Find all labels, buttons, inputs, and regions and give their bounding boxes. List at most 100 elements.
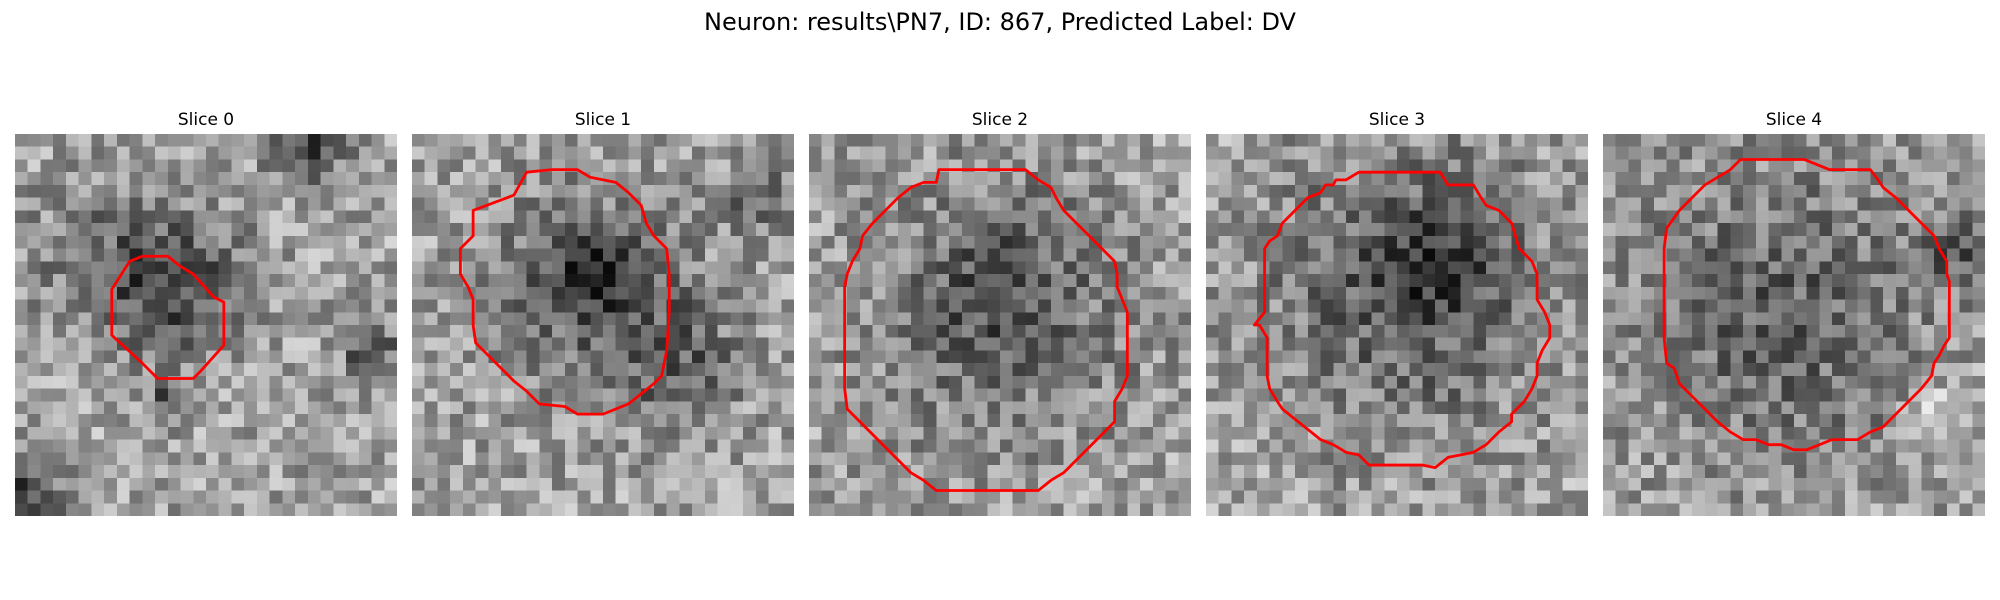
pixel	[1076, 350, 1089, 363]
pixel	[206, 236, 219, 249]
pixel	[1206, 503, 1219, 516]
pixel	[1422, 210, 1435, 223]
pixel	[1000, 312, 1013, 325]
pixel	[437, 376, 450, 389]
pixel	[1461, 478, 1474, 491]
pixel	[1628, 363, 1641, 376]
pixel	[1756, 312, 1769, 325]
pixel	[873, 236, 886, 249]
pixel	[809, 159, 822, 172]
pixel	[527, 338, 540, 351]
pixel	[924, 389, 937, 402]
pixel	[565, 389, 578, 402]
pixel	[1076, 503, 1089, 516]
pixel	[1127, 440, 1140, 453]
pixel	[79, 350, 92, 363]
pixel	[885, 312, 898, 325]
pixel	[1883, 249, 1896, 262]
pixel	[1140, 147, 1153, 160]
pixel	[692, 261, 705, 274]
pixel	[603, 414, 616, 427]
pixel	[1972, 147, 1985, 160]
pixel	[1512, 147, 1525, 160]
pixel	[1333, 185, 1346, 198]
pixel	[1359, 223, 1372, 236]
panel-title: Slice 3	[1206, 106, 1588, 134]
pixel	[193, 401, 206, 414]
pixel	[987, 452, 1000, 465]
pixel	[1410, 427, 1423, 440]
pixel	[1013, 452, 1026, 465]
pixel	[257, 478, 270, 491]
pixel	[1858, 389, 1871, 402]
pixel	[53, 452, 66, 465]
pixel	[1295, 338, 1308, 351]
pixel	[1972, 503, 1985, 516]
pixel	[1076, 427, 1089, 440]
pixel	[1244, 210, 1257, 223]
pixel	[1206, 376, 1219, 389]
pixel	[1089, 300, 1102, 313]
pixel	[1667, 198, 1680, 211]
pixel	[1679, 325, 1692, 338]
pixel	[1384, 236, 1397, 249]
pixel	[79, 159, 92, 172]
pixel	[1769, 338, 1782, 351]
pixel	[28, 452, 41, 465]
pixel	[231, 414, 244, 427]
pixel	[1384, 172, 1397, 185]
pixel	[654, 172, 667, 185]
pixel	[1603, 440, 1616, 453]
pixel	[860, 401, 873, 414]
pixel	[193, 338, 206, 351]
pixel	[679, 465, 692, 478]
pixel	[476, 452, 489, 465]
pixel	[628, 261, 641, 274]
pixel	[15, 210, 28, 223]
pixel	[1563, 363, 1576, 376]
pixel	[679, 236, 692, 249]
pixel	[155, 134, 168, 147]
pixel	[692, 389, 705, 402]
pixel	[1346, 350, 1359, 363]
pixel	[1410, 261, 1423, 274]
pixel	[1616, 503, 1629, 516]
pixel	[1769, 261, 1782, 274]
pixel	[1858, 274, 1871, 287]
pixel	[1947, 147, 1960, 160]
pixel	[1244, 159, 1257, 172]
pixel	[79, 452, 92, 465]
pixel	[1448, 478, 1461, 491]
pixel	[1359, 249, 1372, 262]
pixel	[1537, 491, 1550, 504]
pixel	[911, 134, 924, 147]
pixel	[1219, 210, 1232, 223]
pixel	[1616, 185, 1629, 198]
pixel	[834, 491, 847, 504]
pixel	[603, 325, 616, 338]
pixel	[1372, 287, 1385, 300]
pixel	[1616, 134, 1629, 147]
pixel	[667, 172, 680, 185]
pixel	[181, 300, 194, 313]
pixel	[104, 376, 117, 389]
pixel	[616, 465, 629, 478]
pixel	[1282, 389, 1295, 402]
pixel	[781, 465, 794, 478]
pixel	[1756, 147, 1769, 160]
pixel	[924, 401, 937, 414]
pixel	[1244, 147, 1257, 160]
pixel	[206, 491, 219, 504]
pixel	[1244, 236, 1257, 249]
pixel	[873, 401, 886, 414]
pixel	[1372, 172, 1385, 185]
pixel	[1038, 363, 1051, 376]
pixel	[1845, 427, 1858, 440]
pixel	[450, 325, 463, 338]
pixel	[231, 363, 244, 376]
pixel	[1883, 261, 1896, 274]
pixel	[1359, 491, 1372, 504]
pixel	[911, 440, 924, 453]
pixel	[1321, 172, 1334, 185]
pixel	[1422, 223, 1435, 236]
